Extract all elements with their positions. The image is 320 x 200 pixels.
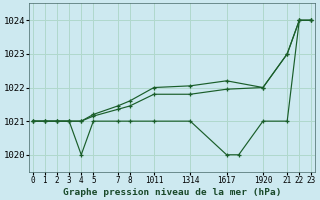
X-axis label: Graphe pression niveau de la mer (hPa): Graphe pression niveau de la mer (hPa) — [63, 188, 281, 197]
